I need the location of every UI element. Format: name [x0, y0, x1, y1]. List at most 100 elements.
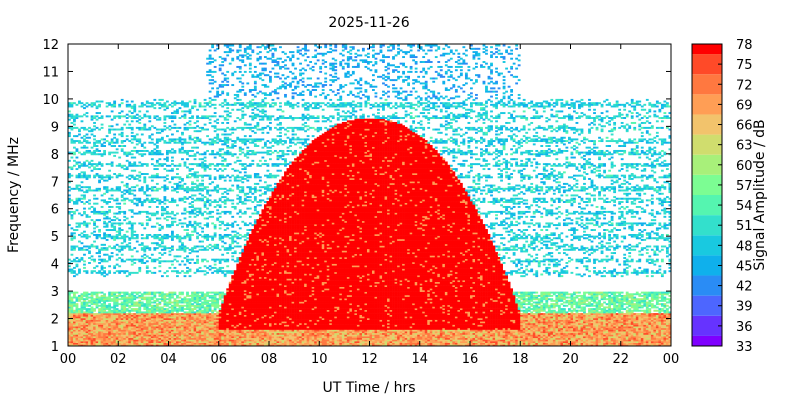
- heatmap-cell: [201, 240, 204, 243]
- heatmap-cell: [78, 321, 81, 324]
- heatmap-cell: [118, 219, 122, 222]
- heatmap-cell: [148, 248, 152, 251]
- heatmap-cell: [118, 321, 122, 324]
- heatmap-cell: [120, 308, 124, 311]
- heatmap-cell: [173, 331, 177, 334]
- heatmap-cell: [158, 293, 162, 296]
- heatmap-cell: [243, 252, 247, 255]
- chart-title: 2025-11-26: [328, 15, 409, 31]
- heatmap-cell: [165, 311, 169, 314]
- heatmap-cell: [123, 199, 127, 202]
- heatmap-cell: [168, 115, 172, 118]
- heatmap-cell: [246, 273, 250, 276]
- heatmap-cell: [68, 334, 71, 337]
- heatmap-cell: [118, 233, 122, 236]
- heatmap-cell: [113, 245, 117, 248]
- heatmap-cell: [145, 298, 149, 301]
- heatmap-cell: [115, 233, 119, 236]
- heatmap-cell: [203, 258, 207, 261]
- heatmap-cell: [113, 103, 117, 106]
- heatmap-cell: [248, 289, 252, 292]
- plot-area: 00 02 04 06 08 10 12 14 16 18 20 22 00 1234567891011…: [42, 38, 679, 367]
- heatmap-cell: [213, 270, 217, 273]
- heatmap-cell: [176, 313, 179, 316]
- heatmap-cell: [188, 339, 192, 342]
- heatmap-cell: [213, 126, 217, 129]
- heatmap-cell: [193, 158, 197, 161]
- heatmap-cell: [221, 245, 225, 248]
- heatmap-cell: [130, 169, 134, 172]
- heatmap-cell: [243, 289, 247, 292]
- heatmap-cell: [108, 291, 112, 294]
- heatmap-cell: [231, 294, 235, 297]
- heatmap-cell: [155, 321, 159, 324]
- heatmap-cell: [68, 105, 71, 108]
- heatmap-cell: [90, 163, 94, 166]
- heatmap-cell: [118, 336, 122, 339]
- heatmap-cell: [236, 280, 240, 283]
- heatmap-cell: [186, 334, 189, 337]
- heatmap-cell: [213, 232, 217, 235]
- heatmap-cell: [231, 72, 235, 75]
- heatmap-cell: [143, 199, 147, 202]
- heatmap-cell: [160, 212, 164, 215]
- heatmap-cell: [231, 303, 235, 306]
- heatmap-cell: [133, 197, 137, 200]
- heatmap-cell: [95, 168, 99, 171]
- heatmap-cell: [186, 110, 189, 113]
- heatmap-cell: [226, 326, 230, 329]
- heatmap-cell: [218, 237, 222, 240]
- heatmap-cell: [150, 187, 154, 190]
- heatmap-cell: [100, 339, 104, 342]
- heatmap-cell: [145, 184, 149, 187]
- heatmap-cell: [128, 337, 132, 340]
- heatmap-cell: [90, 336, 94, 339]
- heatmap-cell: [216, 118, 220, 121]
- heatmap-cell: [108, 341, 112, 344]
- heatmap-cell: [246, 140, 250, 143]
- heatmap-cell: [98, 327, 101, 330]
- heatmap-cell: [148, 199, 152, 202]
- heatmap-cell: [78, 299, 81, 302]
- heatmap-cell: [213, 103, 217, 106]
- heatmap-cell: [78, 322, 81, 325]
- heatmap-cell: [243, 263, 247, 266]
- heatmap-cell: [85, 146, 89, 149]
- heatmap-cell: [93, 141, 96, 144]
- heatmap-cell: [171, 306, 174, 309]
- heatmap-cell: [206, 103, 209, 106]
- heatmap-cell: [218, 64, 222, 67]
- heatmap-cell: [83, 164, 86, 167]
- heatmap-cell: [78, 233, 81, 236]
- heatmap-cell: [193, 306, 197, 309]
- heatmap-cell: [241, 339, 245, 342]
- heatmap-cell: [93, 293, 96, 296]
- heatmap-cell: [160, 98, 164, 101]
- heatmap-cell: [183, 316, 187, 319]
- heatmap-cell: [228, 334, 232, 337]
- heatmap-cell: [130, 321, 134, 324]
- heatmap-cell: [171, 224, 174, 227]
- heatmap-cell: [228, 112, 232, 115]
- heatmap-cell: [226, 113, 230, 116]
- heatmap-cell: [113, 327, 117, 330]
- heatmap-cell: [188, 233, 192, 236]
- heatmap-cell: [138, 199, 142, 202]
- heatmap-cell: [83, 263, 86, 266]
- heatmap-cell: [188, 309, 192, 312]
- heatmap-cell: [236, 184, 240, 187]
- heatmap-cell: [123, 339, 127, 342]
- heatmap-cell: [148, 334, 152, 337]
- heatmap-cell: [165, 205, 169, 208]
- heatmap-cell: [196, 235, 199, 238]
- heatmap-cell: [213, 342, 217, 345]
- heatmap-cell: [115, 151, 119, 154]
- heatmap-cell: [248, 273, 252, 276]
- heatmap-cell: [251, 311, 255, 314]
- heatmap-cell: [113, 309, 117, 312]
- heatmap-cell: [236, 309, 240, 312]
- heatmap-cell: [231, 205, 235, 208]
- heatmap-cell: [198, 321, 202, 324]
- heatmap-cell: [233, 314, 237, 317]
- heatmap-cell: [181, 102, 184, 105]
